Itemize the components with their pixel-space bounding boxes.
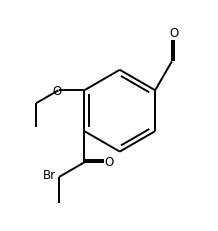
Text: O: O [105, 155, 114, 168]
Text: O: O [169, 27, 179, 40]
Text: Br: Br [43, 168, 56, 181]
Text: O: O [53, 84, 62, 97]
